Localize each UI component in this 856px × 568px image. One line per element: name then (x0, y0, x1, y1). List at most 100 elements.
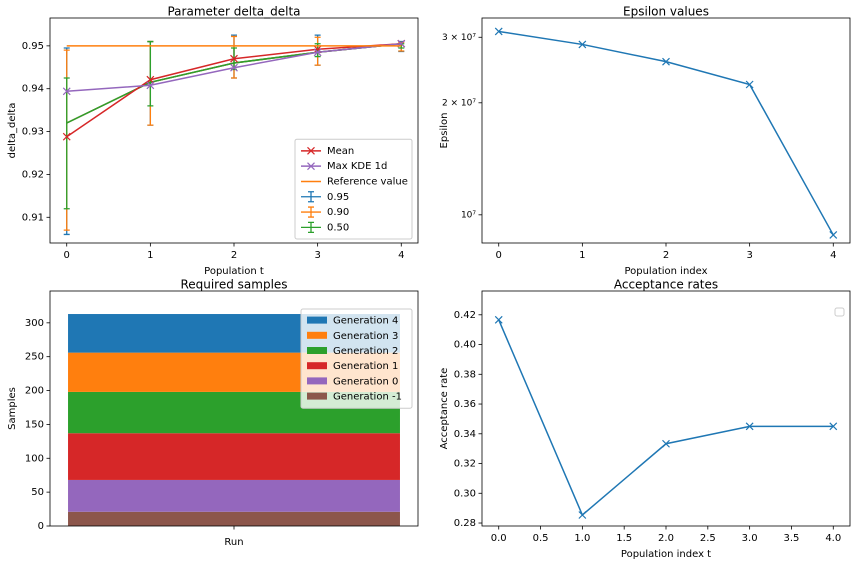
x-tick-label: 3.5 (784, 533, 800, 544)
axes-frame (481, 17, 851, 244)
x-tick-label: 3 (314, 250, 320, 261)
x-tick-label: 1 (147, 250, 153, 261)
legend-marker (307, 162, 315, 171)
marker (146, 81, 155, 90)
legend-label: Generation 3 (333, 331, 398, 342)
y-tick-label: 250 (25, 352, 44, 363)
legend-label: Max KDE 1d (327, 161, 387, 172)
y-tick-label: 0.34 (454, 429, 476, 440)
y-tick-label: 50 (31, 487, 44, 498)
x-tick-label: Run (224, 537, 243, 548)
legend-label: Reference value (327, 176, 408, 187)
y-tick-label: 0.32 (454, 459, 476, 470)
chart-title: Epsilon values (623, 5, 709, 19)
chart-title: Parameter delta_delta (167, 5, 300, 19)
y-tick-label: 0.28 (454, 518, 476, 529)
x-tick-label: 3.0 (742, 533, 758, 544)
legend-swatch (301, 221, 321, 233)
legend-swatch (307, 316, 327, 324)
y-axis-label: Acceptance rate (439, 368, 450, 450)
legend-label: Generation -1 (333, 392, 402, 403)
legend-label: Generation 0 (333, 376, 398, 387)
legend-swatch (307, 377, 327, 385)
x-tick-label: 2.5 (700, 533, 716, 544)
legend-label: Generation 4 (333, 316, 398, 327)
legend-box (294, 138, 413, 240)
marker (494, 315, 503, 324)
x-tick-label: 0.5 (533, 533, 549, 544)
y-tick-label: 0 (38, 521, 44, 532)
legend-swatch (307, 331, 327, 339)
y-tick-label: 2 × 10⁷ (442, 98, 476, 108)
marker (829, 422, 838, 431)
y-tick-label: 0.95 (22, 41, 44, 52)
y-tick-label: 300 (25, 318, 44, 329)
x-axis-label: Population index (624, 266, 707, 277)
legend (834, 307, 845, 317)
chart-title: Required samples (180, 278, 287, 292)
y-tick-label: 0.92 (22, 169, 44, 180)
legend-box (834, 307, 845, 317)
legend: Mean Max KDE 1d Reference value 0.95 0.90 0.5… (294, 138, 413, 240)
x-tick-label: 0 (496, 250, 502, 261)
axes-frame (481, 290, 851, 527)
marker (745, 422, 754, 431)
marker (829, 231, 838, 239)
y-axis-label: delta_delta (7, 103, 18, 159)
marker (146, 75, 155, 84)
bar-segment (68, 511, 400, 526)
marker (662, 57, 670, 66)
y-tick-label: 0.30 (454, 488, 476, 499)
y-axis-label: Samples (7, 387, 18, 430)
legend-label: Generation 1 (333, 361, 398, 372)
y-tick-label: 0.93 (22, 127, 44, 138)
y-tick-label: 0.94 (22, 84, 44, 95)
legend-swatch (307, 392, 327, 400)
error-bar (63, 77, 70, 210)
y-tick-label: 0.40 (454, 340, 476, 351)
legend-box (300, 308, 413, 409)
legend-marker (307, 146, 315, 155)
y-tick-label: 100 (25, 453, 44, 464)
marker (230, 54, 238, 63)
legend: Generation 4 Generation 3 Generation 2 Gene… (300, 308, 413, 409)
error-bar (147, 40, 154, 107)
x-tick-label: 2 (663, 250, 669, 261)
y-axis-label: Epsilon (439, 113, 450, 149)
legend-swatch (301, 206, 321, 218)
legend-swatch (301, 191, 321, 203)
x-tick-label: 4.0 (825, 533, 841, 544)
y-tick-label: 0.42 (454, 310, 476, 321)
bar-segment (68, 433, 400, 480)
legend-swatch (307, 347, 327, 354)
y-tick-label: 3 × 10⁷ (442, 33, 476, 43)
x-tick-label: 0 (64, 250, 70, 261)
x-tick-label: 1 (579, 250, 585, 261)
x-tick-label: 0.0 (491, 533, 507, 544)
x-tick-label: 3 (746, 250, 752, 261)
marker (494, 27, 503, 36)
x-tick-label: 2 (231, 250, 237, 261)
axes-frame (49, 290, 419, 527)
marker (578, 511, 587, 519)
chart-title: Acceptance rates (614, 278, 718, 292)
axes-frame (49, 17, 419, 244)
x-axis-label: Population index t (621, 549, 711, 560)
legend-swatch (307, 362, 327, 370)
legend-label: 0.90 (327, 207, 349, 218)
x-tick-label: 4 (398, 250, 404, 261)
x-tick-label: 2.0 (658, 533, 674, 544)
y-tick-label: 200 (25, 386, 44, 397)
y-tick-label: 10⁷ (461, 210, 476, 220)
marker (662, 439, 670, 448)
legend-label: 0.50 (327, 222, 349, 233)
marker (578, 40, 587, 49)
y-tick-label: 0.38 (454, 369, 476, 380)
marker (313, 48, 322, 57)
marker (230, 63, 238, 72)
marker (745, 80, 754, 89)
legend-label: 0.95 (327, 192, 349, 203)
bar-segment (68, 479, 400, 512)
